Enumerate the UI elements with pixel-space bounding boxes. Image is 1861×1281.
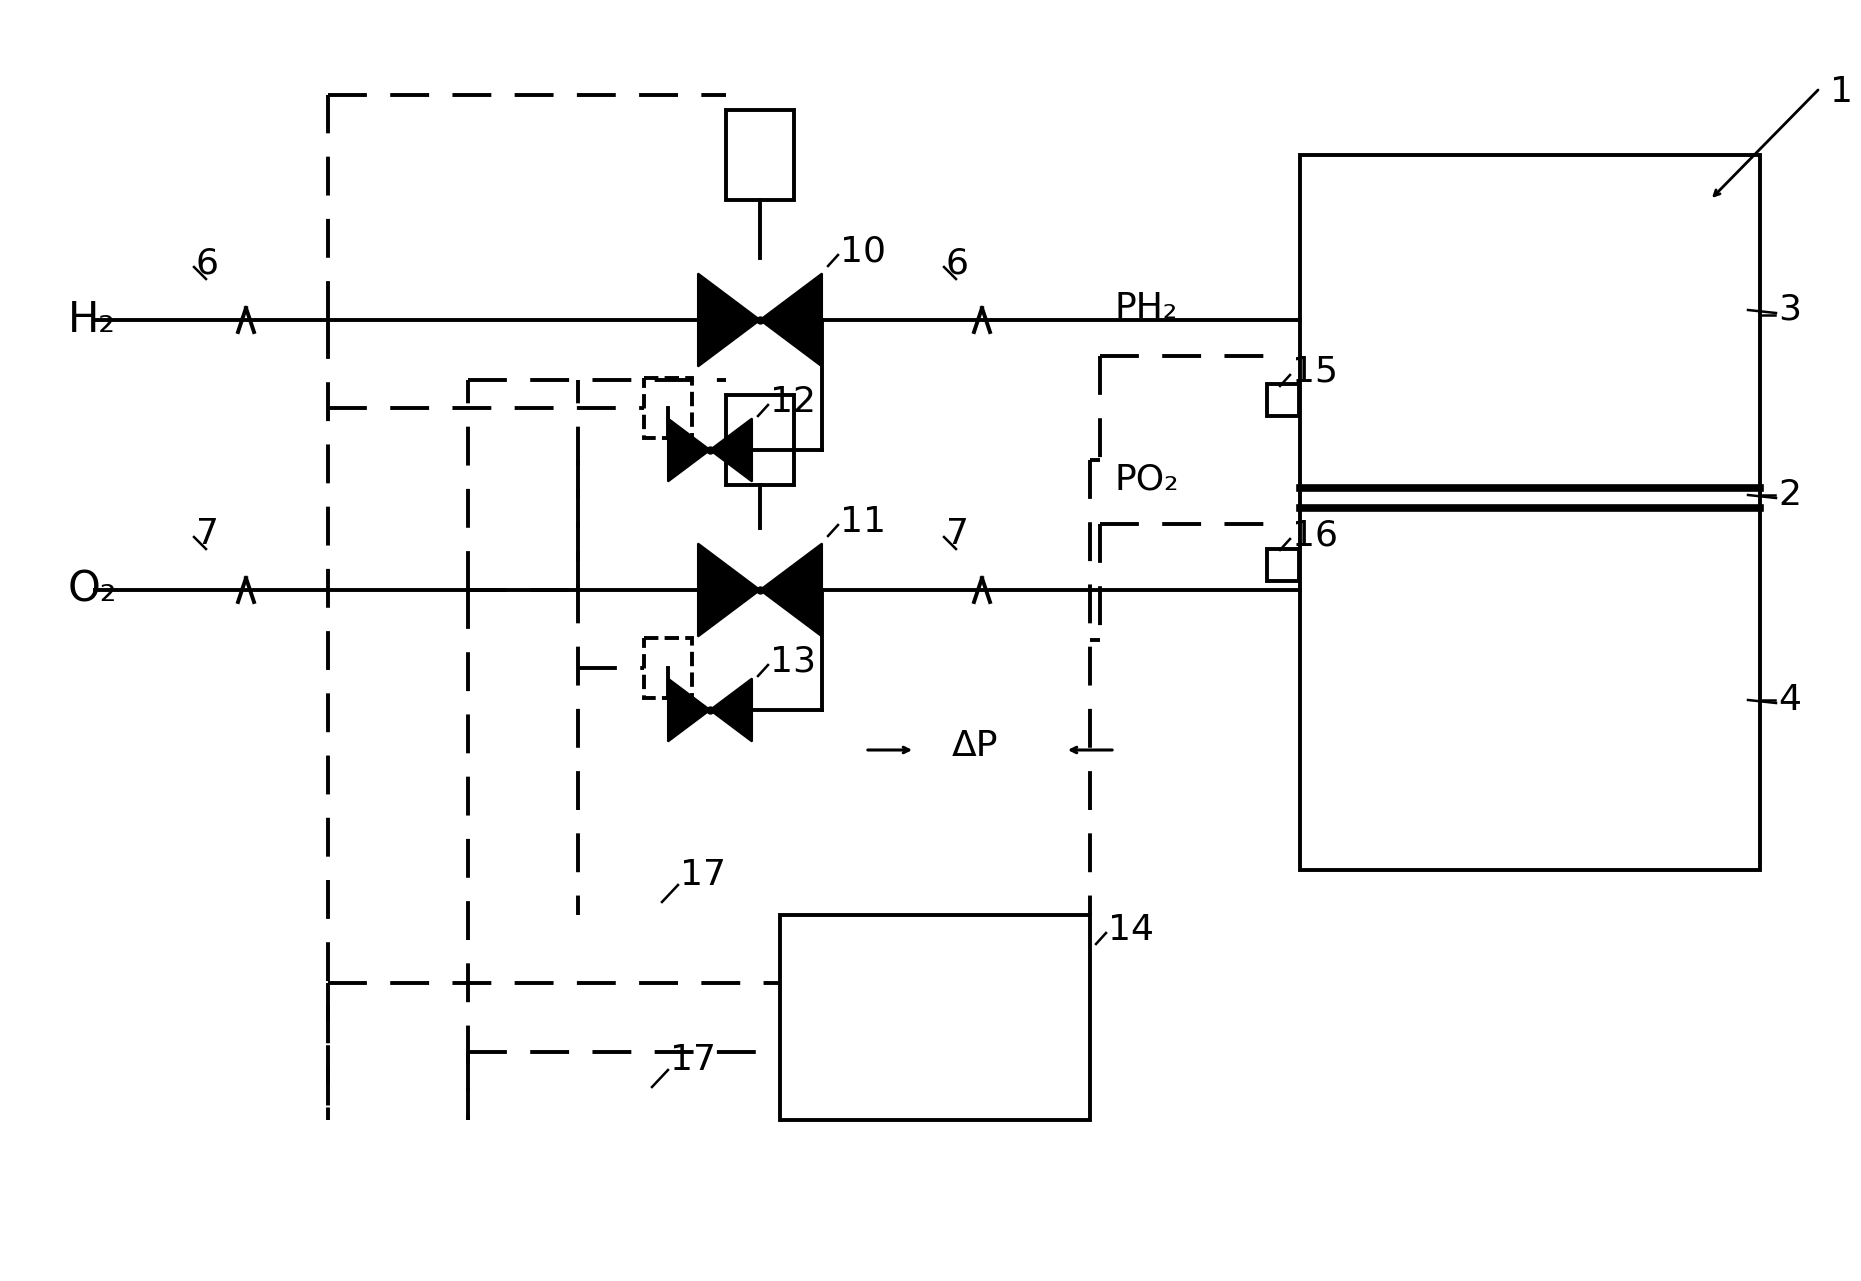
Polygon shape bbox=[668, 679, 711, 742]
Bar bbox=[644, 378, 692, 438]
Text: 16: 16 bbox=[1292, 519, 1338, 553]
Text: O₂: O₂ bbox=[69, 569, 117, 611]
Text: ΔP: ΔP bbox=[953, 729, 999, 763]
Bar bbox=[1301, 155, 1761, 870]
Text: PH₂: PH₂ bbox=[1115, 291, 1178, 325]
Text: 17: 17 bbox=[679, 858, 726, 892]
Polygon shape bbox=[698, 274, 759, 366]
Text: 13: 13 bbox=[770, 646, 815, 679]
Polygon shape bbox=[698, 543, 759, 637]
Text: 3: 3 bbox=[1777, 293, 1801, 327]
Polygon shape bbox=[711, 419, 752, 482]
Bar bbox=[726, 395, 795, 485]
Text: 6: 6 bbox=[195, 247, 220, 281]
Bar bbox=[780, 915, 1091, 1120]
Text: 7: 7 bbox=[945, 518, 970, 551]
Text: 1: 1 bbox=[1829, 76, 1854, 109]
Text: 11: 11 bbox=[839, 505, 886, 539]
Polygon shape bbox=[668, 419, 711, 482]
Polygon shape bbox=[759, 543, 823, 637]
Text: 12: 12 bbox=[770, 386, 815, 419]
Text: 4: 4 bbox=[1777, 683, 1801, 717]
Text: H₂: H₂ bbox=[69, 298, 115, 341]
Bar bbox=[1267, 384, 1299, 416]
Text: 17: 17 bbox=[670, 1043, 716, 1077]
Bar bbox=[644, 638, 692, 698]
Text: 15: 15 bbox=[1292, 355, 1338, 389]
Polygon shape bbox=[711, 679, 752, 742]
Text: 2: 2 bbox=[1777, 478, 1801, 512]
Bar bbox=[1267, 550, 1299, 582]
Text: 7: 7 bbox=[195, 518, 220, 551]
Text: 14: 14 bbox=[1107, 913, 1154, 947]
Text: 10: 10 bbox=[839, 234, 886, 269]
Bar bbox=[726, 110, 795, 200]
Text: PO₂: PO₂ bbox=[1115, 462, 1180, 497]
Text: 6: 6 bbox=[945, 247, 970, 281]
Polygon shape bbox=[759, 274, 823, 366]
